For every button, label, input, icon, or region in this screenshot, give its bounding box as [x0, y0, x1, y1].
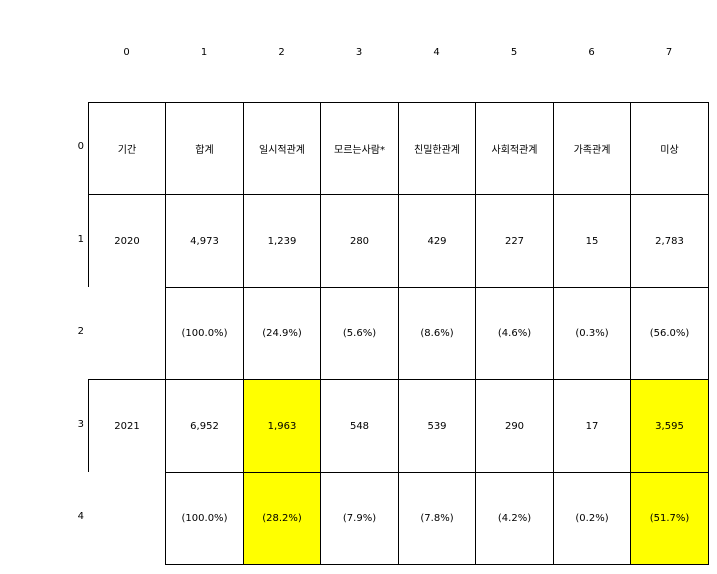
table-cell: (0.3%)	[553, 287, 631, 380]
column-index-5: 5	[510, 47, 518, 58]
table-cell	[88, 287, 166, 380]
column-index-4: 4	[433, 47, 440, 58]
table-cell: (7.9%)	[320, 472, 399, 565]
row-index-3: 3	[77, 418, 84, 430]
table-header-cell: 미상	[630, 102, 709, 195]
column-index-0: 0	[123, 47, 130, 58]
table-cell: 227	[475, 194, 554, 288]
table-cell: 17	[553, 379, 631, 473]
table-header-cell: 일시적관계	[243, 102, 321, 195]
table-cell: (28.2%)	[243, 472, 321, 565]
table-cell: 290	[475, 379, 554, 473]
table-cell: (4.2%)	[475, 472, 554, 565]
table-cell: 1,239	[243, 194, 321, 288]
table-cell: 3,595	[630, 379, 709, 473]
table-cell: (8.6%)	[398, 287, 476, 380]
table-cell: (0.2%)	[553, 472, 631, 565]
table-cell: (51.7%)	[630, 472, 709, 565]
column-index-3: 3	[355, 47, 363, 58]
row-index-1: 1	[77, 233, 84, 245]
table-cell: 1,963	[243, 379, 321, 473]
table-header-cell: 친밀한관계	[398, 102, 476, 195]
table-cell: (24.9%)	[243, 287, 321, 380]
table-cell: (5.6%)	[320, 287, 399, 380]
table-cell: (7.8%)	[398, 472, 476, 565]
table-cell: 280	[320, 194, 399, 288]
table-cell: 15	[553, 194, 631, 288]
table-header-cell: 기간	[88, 102, 166, 195]
table-cell: 429	[398, 194, 476, 288]
table-cell: (4.6%)	[475, 287, 554, 380]
table-cell	[88, 472, 166, 565]
column-index-6: 6	[588, 47, 595, 58]
row-index-4: 4	[77, 511, 84, 522]
table-cell: (100.0%)	[165, 472, 244, 565]
table-header-cell: 사회적관계	[475, 102, 554, 195]
table-cell: (100.0%)	[165, 287, 244, 380]
table-cell: (56.0%)	[630, 287, 709, 380]
table-cell: 2020	[88, 194, 166, 288]
column-index-1: 1	[200, 47, 208, 58]
table-header-cell: 모르는사람*	[320, 102, 399, 195]
table-header-cell: 가족관계	[553, 102, 631, 195]
table-header-cell: 합계	[165, 102, 244, 195]
column-index-7: 7	[665, 47, 673, 58]
row-index-2: 2	[77, 326, 84, 337]
table-cell: 539	[398, 379, 476, 473]
table-cell: 6,952	[165, 379, 244, 473]
table-cell: 2021	[88, 379, 166, 473]
table-cell: 548	[320, 379, 399, 473]
row-index-0: 0	[77, 141, 84, 152]
table-cell: 4,973	[165, 194, 244, 288]
table-cell: 2,783	[630, 194, 709, 288]
column-index-2: 2	[278, 47, 285, 58]
